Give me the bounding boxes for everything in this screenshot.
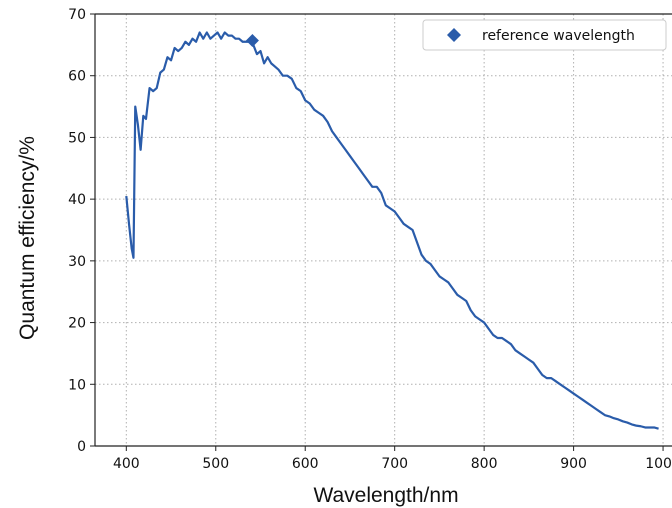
x-tick-label: 800 bbox=[471, 456, 498, 472]
x-axis-title: Wavelength/nm bbox=[313, 484, 458, 507]
x-tick-label: 700 bbox=[381, 456, 408, 472]
x-tick-label: 400 bbox=[113, 456, 140, 472]
y-tick-label: 70 bbox=[68, 7, 86, 23]
legend: reference wavelength bbox=[422, 19, 667, 51]
y-tick-label: 30 bbox=[68, 254, 86, 270]
qe-series-line bbox=[125, 31, 659, 430]
y-tick-label: 60 bbox=[68, 69, 86, 85]
x-tick-label: 500 bbox=[202, 456, 229, 472]
series-layer bbox=[125, 31, 659, 430]
grid bbox=[95, 13, 672, 447]
y-tick-label: 40 bbox=[68, 192, 86, 208]
marker-layer bbox=[245, 34, 259, 48]
y-tick-label: 0 bbox=[77, 439, 86, 455]
legend-label: reference wavelength bbox=[482, 28, 635, 44]
y-tick-label: 20 bbox=[68, 316, 86, 332]
reference-wavelength-marker bbox=[245, 34, 259, 48]
y-tick-label: 10 bbox=[68, 377, 86, 393]
y-axis-title: Quantum efficiency/% bbox=[16, 136, 39, 340]
x-tick-label: 600 bbox=[292, 456, 319, 472]
y-tick-label: 50 bbox=[68, 130, 86, 146]
legend-box bbox=[422, 19, 667, 51]
x-tick-label: 900 bbox=[560, 456, 587, 472]
legend-diamond-icon bbox=[447, 28, 461, 42]
